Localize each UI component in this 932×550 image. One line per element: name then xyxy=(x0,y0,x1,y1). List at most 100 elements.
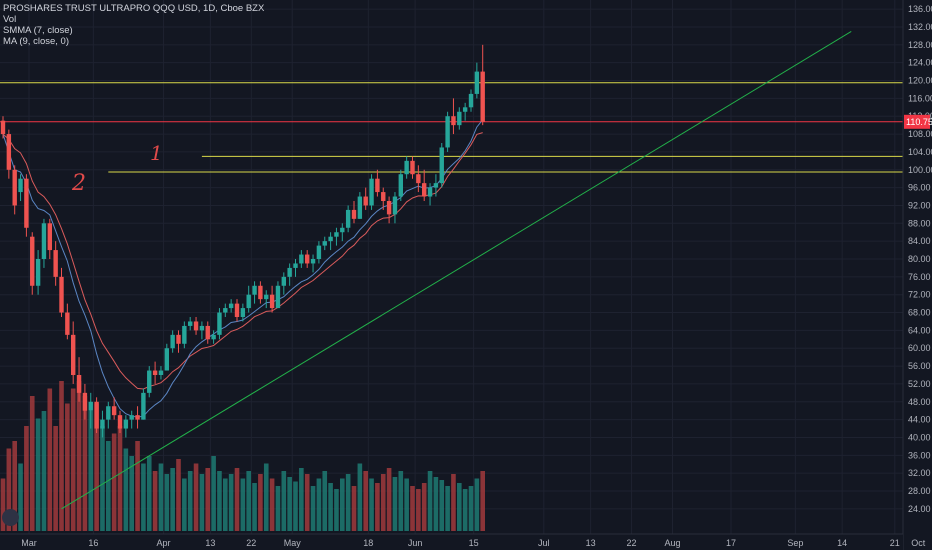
time-tick-label: 21 xyxy=(890,538,900,548)
current-price-badge xyxy=(904,114,930,129)
price-tick-label: 64.00 xyxy=(908,325,931,335)
volume-bar xyxy=(457,483,462,531)
legend-smma[interactable]: SMMA (7, close) xyxy=(3,25,73,36)
volume-bar xyxy=(281,471,287,531)
candle-body xyxy=(474,71,480,94)
volume-bar xyxy=(12,441,17,531)
volume-bar xyxy=(351,486,357,531)
price-tick-label: 40.00 xyxy=(908,432,931,442)
candle-body xyxy=(47,223,52,251)
volume-bar xyxy=(334,489,339,531)
candle-body xyxy=(258,285,263,300)
legend-ma[interactable]: MA (9, close, 0) xyxy=(3,36,69,47)
legend-title[interactable]: PROSHARES TRUST ULTRAPRO QQQ USD, 1D, Cb… xyxy=(3,3,265,14)
legend-volume[interactable]: Vol xyxy=(3,14,17,25)
volume-bar xyxy=(375,483,380,531)
time-tick-label: Sep xyxy=(787,538,803,548)
candle-body xyxy=(76,375,82,393)
candle-body xyxy=(152,370,158,376)
volume-bar xyxy=(416,489,421,531)
volume-bar xyxy=(135,441,140,531)
chart-legend: PROSHARES TRUST ULTRAPRO QQQ USD, 1D, Cb… xyxy=(3,3,264,47)
volume-bar xyxy=(0,478,6,531)
candle-body xyxy=(275,285,281,309)
time-axis[interactable]: Mar 16 Apr 13 22 May 18 Jun 15 Jul 13 22 Aug 17 Sep 14 2… xyxy=(0,533,932,550)
price-tick-label: 24.00 xyxy=(908,504,931,514)
candle-body xyxy=(240,308,246,318)
time-tick-label: 13 xyxy=(586,538,596,548)
volume-bar xyxy=(65,403,70,531)
volume-bar xyxy=(299,468,304,531)
candle-body xyxy=(375,178,380,193)
volume-bar xyxy=(451,474,456,531)
candle-body xyxy=(88,401,93,411)
volume-bar xyxy=(363,471,368,531)
volume-bar xyxy=(316,478,322,531)
candle-body xyxy=(141,392,146,420)
volume-bar xyxy=(47,388,53,531)
price-tick-label: 60.00 xyxy=(908,343,931,353)
candle-body xyxy=(345,209,351,228)
price-tick-label: 76.00 xyxy=(908,272,931,282)
candle-body xyxy=(264,294,269,300)
volume-bar xyxy=(223,478,228,531)
volume-bar xyxy=(328,483,333,531)
candle-body xyxy=(176,334,181,344)
price-tick-label: 108.00 xyxy=(908,129,932,139)
candle-body xyxy=(59,276,64,313)
volume-bar xyxy=(340,478,345,531)
price-tick-label: 88.00 xyxy=(908,218,931,228)
time-tick-label: 14 xyxy=(837,538,847,548)
volume-bar xyxy=(129,456,134,531)
candle-body xyxy=(451,116,456,126)
tradingview-logo[interactable] xyxy=(2,509,19,526)
volume-bar xyxy=(18,463,23,531)
candle-body xyxy=(351,209,357,219)
price-tick-label: 28.00 xyxy=(908,486,931,496)
candle-body xyxy=(457,111,462,126)
price-axis-bg xyxy=(903,0,932,550)
candle-body xyxy=(106,406,111,420)
volume-bar xyxy=(53,426,58,531)
candle-body xyxy=(30,236,35,286)
volume-bar xyxy=(158,463,164,531)
candle-body xyxy=(433,183,439,188)
volume-bar xyxy=(6,448,12,531)
candle-body xyxy=(269,294,275,309)
candle-body xyxy=(223,308,228,313)
candle-body xyxy=(117,415,123,429)
candle-body xyxy=(193,321,199,331)
candle-body xyxy=(170,334,175,349)
volume-bar xyxy=(263,463,269,531)
volume-bar xyxy=(176,459,181,531)
candle-body xyxy=(427,187,433,197)
volume-bar xyxy=(246,471,251,531)
volume-bar xyxy=(357,463,363,531)
candle-body xyxy=(310,259,316,264)
price-axis[interactable]: 24.00 28.00 32.00 36.00 40.00 44.00 48.00 52.00… xyxy=(902,0,932,550)
time-tick-label: 18 xyxy=(363,538,373,548)
candle-body xyxy=(94,401,99,429)
volume-bar xyxy=(123,448,129,531)
time-tick-label: 17 xyxy=(726,538,736,548)
time-axis-bg xyxy=(0,534,903,550)
price-tick-label: 132.00 xyxy=(908,22,932,32)
candlesticks xyxy=(0,44,485,438)
smma-line xyxy=(2,132,483,390)
candle-body xyxy=(188,321,193,326)
candle-body xyxy=(147,370,152,393)
volume-bar xyxy=(100,426,105,531)
price-tick-label: 80.00 xyxy=(908,254,931,264)
volume-bar xyxy=(310,486,316,531)
volume-bar xyxy=(322,471,328,531)
candle-body xyxy=(439,147,444,184)
trendline[interactable] xyxy=(61,31,852,510)
volume-bar xyxy=(70,388,76,531)
price-tick-label: 100.00 xyxy=(908,165,932,175)
volume-bar xyxy=(398,471,404,531)
volume-bar xyxy=(170,468,175,531)
volume-bar xyxy=(474,478,480,531)
volume-bar xyxy=(269,478,275,531)
